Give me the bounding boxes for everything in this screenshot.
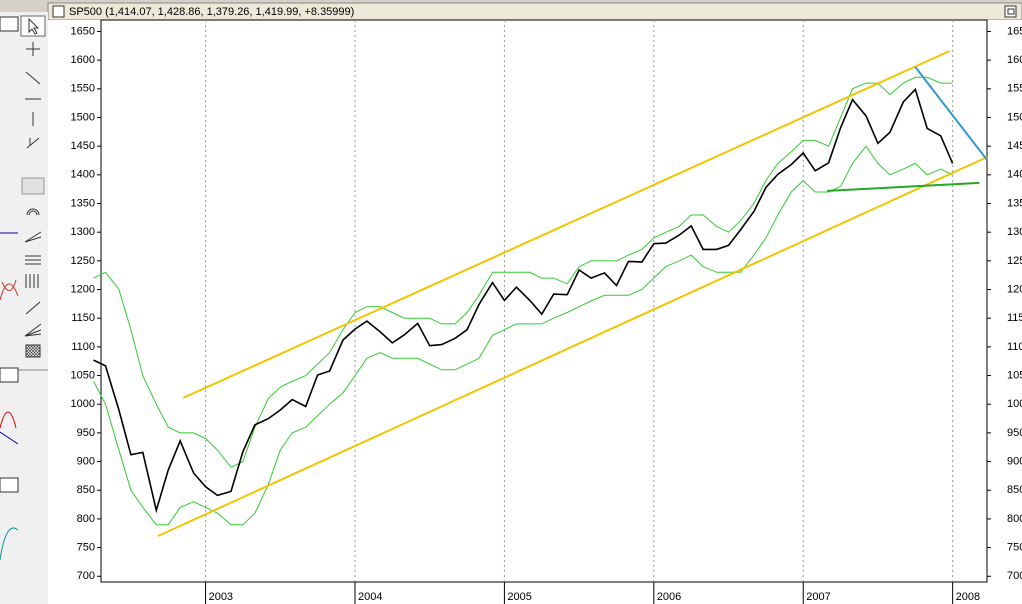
y2-tick-label: 1500 xyxy=(1007,111,1022,123)
arc-tool[interactable] xyxy=(26,208,40,216)
x-tick-label: 2003 xyxy=(209,591,233,603)
y2-tick-label: 1550 xyxy=(1007,83,1022,95)
y2-tick-label: 1650 xyxy=(1007,25,1022,37)
gann-tool[interactable] xyxy=(24,323,42,337)
trend-line xyxy=(182,50,951,399)
plot-area xyxy=(100,19,988,583)
y2-tick-label: 1050 xyxy=(1007,369,1022,381)
y2-tick-label: 1000 xyxy=(1007,398,1022,410)
y-tick-label: 1600 xyxy=(71,54,95,66)
y-tick-label: 850 xyxy=(77,484,95,496)
y2-tick-label: 1450 xyxy=(1007,140,1022,152)
crosshair-tool[interactable] xyxy=(26,42,40,56)
pattern-tool[interactable] xyxy=(25,344,41,358)
y-tick-label: 1350 xyxy=(71,197,95,209)
y-tick-label: 1400 xyxy=(71,169,95,181)
y2-tick-label: 1150 xyxy=(1007,312,1022,324)
y-tick-label: 1000 xyxy=(71,398,95,410)
y2-tick-label: 1100 xyxy=(1007,341,1022,353)
y-tick-label: 1300 xyxy=(71,226,95,238)
panel-button[interactable] xyxy=(0,477,19,493)
band-line xyxy=(93,145,953,526)
y2-tick-label: 1300 xyxy=(1007,226,1022,238)
y-tick-label: 1250 xyxy=(71,255,95,267)
y-tick-label: 1150 xyxy=(71,312,95,324)
trend-line xyxy=(157,156,988,538)
y2-tick-label: 900 xyxy=(1007,455,1022,467)
x-tick-label: 2004 xyxy=(358,591,382,603)
y-tick-label: 1450 xyxy=(71,140,95,152)
fib-tool[interactable] xyxy=(25,255,41,265)
y2-tick-label: 950 xyxy=(1007,427,1022,439)
maximize-button[interactable] xyxy=(1004,5,1017,18)
extend-tool[interactable] xyxy=(26,137,40,149)
y2-tick-label: 750 xyxy=(1007,541,1022,553)
maximize-glyph xyxy=(1007,8,1015,15)
panel-button[interactable] xyxy=(0,16,19,32)
thumb-curve xyxy=(0,527,19,561)
y2-tick-label: 1250 xyxy=(1007,255,1022,267)
x-tick-label: 2007 xyxy=(806,591,830,603)
y-tick-label: 900 xyxy=(77,455,95,467)
x-tick-label: 2008 xyxy=(956,591,980,603)
thumb-curve xyxy=(0,279,19,301)
y-tick-label: 1550 xyxy=(71,83,95,95)
pointer-icon xyxy=(28,17,40,35)
y2-tick-label: 1600 xyxy=(1007,54,1022,66)
x-tick-label: 2006 xyxy=(657,591,681,603)
y-tick-label: 1050 xyxy=(71,369,95,381)
trend-tool[interactable] xyxy=(25,301,41,315)
y-tick-label: 750 xyxy=(77,541,95,553)
y-tick-label: 1500 xyxy=(71,111,95,123)
y2-tick-label: 800 xyxy=(1007,513,1022,525)
y2-tick-label: 1200 xyxy=(1007,283,1022,295)
cycle-tool[interactable] xyxy=(25,274,39,288)
fan-tool[interactable] xyxy=(24,231,42,243)
trend-line xyxy=(827,181,980,192)
line-tool[interactable] xyxy=(25,71,41,85)
thumb-curve xyxy=(0,411,17,429)
pointer-tool[interactable] xyxy=(20,15,46,37)
x-tick-label: 2005 xyxy=(507,591,531,603)
window-icon[interactable] xyxy=(52,5,65,18)
thumb-line xyxy=(0,431,19,445)
y-tick-label: 950 xyxy=(77,427,95,439)
toolbar xyxy=(0,12,48,604)
y-tick-label: 700 xyxy=(77,570,95,582)
y-tick-label: 800 xyxy=(77,513,95,525)
price-line xyxy=(93,87,954,514)
y-tick-label: 1200 xyxy=(71,283,95,295)
y2-tick-label: 1400 xyxy=(1007,169,1022,181)
y2-tick-label: 850 xyxy=(1007,484,1022,496)
y-tick-label: 1100 xyxy=(71,341,95,353)
scroll-tool[interactable] xyxy=(21,177,45,195)
window-title: SP500 (1,414.07, 1,428.86, 1,379.26, 1,4… xyxy=(69,6,354,18)
y2-tick-label: 700 xyxy=(1007,570,1022,582)
trend-line xyxy=(914,66,988,161)
y2-tick-label: 1350 xyxy=(1007,197,1022,209)
band-line xyxy=(93,76,953,468)
panel-button[interactable] xyxy=(0,367,19,383)
y-tick-label: 1650 xyxy=(71,25,95,37)
